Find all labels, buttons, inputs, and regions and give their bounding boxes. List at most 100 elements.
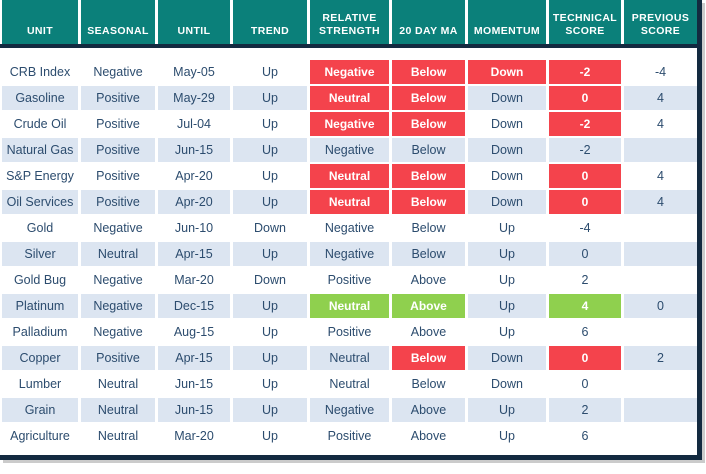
table-cell: Up (233, 190, 307, 214)
table-cell: Mar-20 (158, 424, 230, 448)
table-cell: Down (468, 190, 546, 214)
table-cell: 0 (549, 190, 621, 214)
column-header-momentum: MOMENTUM (468, 0, 546, 44)
table-cell: Neutral (81, 398, 155, 422)
table-cell: -4 (624, 60, 697, 84)
table-cell: Down (468, 138, 546, 162)
table-cell (624, 216, 697, 240)
table-cell: Positive (310, 424, 389, 448)
table-header-row: UNIT SEASONAL UNTIL TREND RELATIVE STRENGTH 2… (2, 0, 697, 44)
unit-cell: Gasoline (2, 86, 78, 110)
table-cell: 2 (549, 398, 621, 422)
table-cell: Neutral (81, 242, 155, 266)
table-cell: 0 (549, 164, 621, 188)
table-cell: Down (468, 372, 546, 396)
unit-cell: S&P Energy (2, 164, 78, 188)
table-cell: Up (233, 60, 307, 84)
table-cell: Negative (310, 138, 389, 162)
table-cell: Apr-15 (158, 346, 230, 370)
table-cell: 4 (624, 164, 697, 188)
table-cell (624, 138, 697, 162)
table-cell: Jun-15 (158, 372, 230, 396)
table-cell: Up (233, 164, 307, 188)
table-cell: Neutral (310, 294, 389, 318)
table-cell: Above (392, 398, 465, 422)
table-cell: Up (468, 398, 546, 422)
table-cell: Positive (81, 164, 155, 188)
table-cell: Up (233, 398, 307, 422)
table-cell: -2 (549, 138, 621, 162)
table-cell: 4 (624, 112, 697, 136)
table-cell: Down (468, 60, 546, 84)
table-cell: Below (392, 60, 465, 84)
table-cell: Apr-15 (158, 242, 230, 266)
table-cell: Down (233, 268, 307, 292)
table-cell: Up (233, 294, 307, 318)
table-cell (624, 424, 697, 448)
table-cell (624, 268, 697, 292)
table-cell (624, 372, 697, 396)
table-cell: Up (468, 294, 546, 318)
table-cell: Below (392, 372, 465, 396)
table-cell: Neutral (81, 424, 155, 448)
column-header-20-day-ma: 20 DAY MA (392, 0, 465, 44)
table-cell: Jun-15 (158, 138, 230, 162)
table-cell: Above (392, 320, 465, 344)
unit-cell: Oil Services (2, 190, 78, 214)
column-header-trend: TREND (233, 0, 307, 44)
unit-cell: Crude Oil (2, 112, 78, 136)
table-cell: Neutral (310, 164, 389, 188)
header-gap (0, 48, 697, 60)
unit-cell: Agriculture (2, 424, 78, 448)
unit-cell: Palladium (2, 320, 78, 344)
table-cell: Positive (81, 190, 155, 214)
column-header-relative-strength: RELATIVE STRENGTH (310, 0, 389, 44)
table-cell: Up (468, 320, 546, 344)
table-cell: 0 (549, 372, 621, 396)
unit-cell: Copper (2, 346, 78, 370)
table-cell: Negative (310, 216, 389, 240)
table-cell: Below (392, 138, 465, 162)
column-header-unit: UNIT (2, 0, 78, 44)
column-header-seasonal: SEASONAL (81, 0, 155, 44)
table-cell: Down (233, 216, 307, 240)
table-cell: Up (468, 424, 546, 448)
table-cell: Down (468, 346, 546, 370)
table-cell: 0 (549, 86, 621, 110)
table-cell: Neutral (310, 346, 389, 370)
table-cell: Jun-10 (158, 216, 230, 240)
table-cell: Positive (81, 138, 155, 162)
column-header-previous-score: PREVIOUS SCORE (624, 0, 697, 44)
table-cell: Positive (81, 346, 155, 370)
table-cell: 2 (549, 268, 621, 292)
table-cell: 4 (624, 86, 697, 110)
table-cell: Negative (310, 398, 389, 422)
table-cell: Down (468, 86, 546, 110)
table-cell: Neutral (310, 190, 389, 214)
table-cell (624, 320, 697, 344)
table-cell: -2 (549, 60, 621, 84)
table-cell: 6 (549, 424, 621, 448)
table-cell: Up (233, 346, 307, 370)
unit-cell: Gold Bug (2, 268, 78, 292)
column-header-technical-score: TECHNICAL SCORE (549, 0, 621, 44)
table-cell (624, 398, 697, 422)
header-divider-line (0, 44, 697, 48)
table-cell: Up (233, 424, 307, 448)
table-cell: Negative (310, 60, 389, 84)
table-cell: May-29 (158, 86, 230, 110)
table-cell: 0 (624, 294, 697, 318)
unit-cell: Platinum (2, 294, 78, 318)
table-cell: -4 (549, 216, 621, 240)
table-cell: Positive (81, 112, 155, 136)
table-cell: Up (233, 86, 307, 110)
table-cell: Up (468, 216, 546, 240)
table-cell: Dec-15 (158, 294, 230, 318)
table-cell: Aug-15 (158, 320, 230, 344)
table-cell: 6 (549, 320, 621, 344)
table-cell: 2 (624, 346, 697, 370)
unit-cell: Gold (2, 216, 78, 240)
table-cell: Below (392, 112, 465, 136)
table-cell: Positive (81, 86, 155, 110)
